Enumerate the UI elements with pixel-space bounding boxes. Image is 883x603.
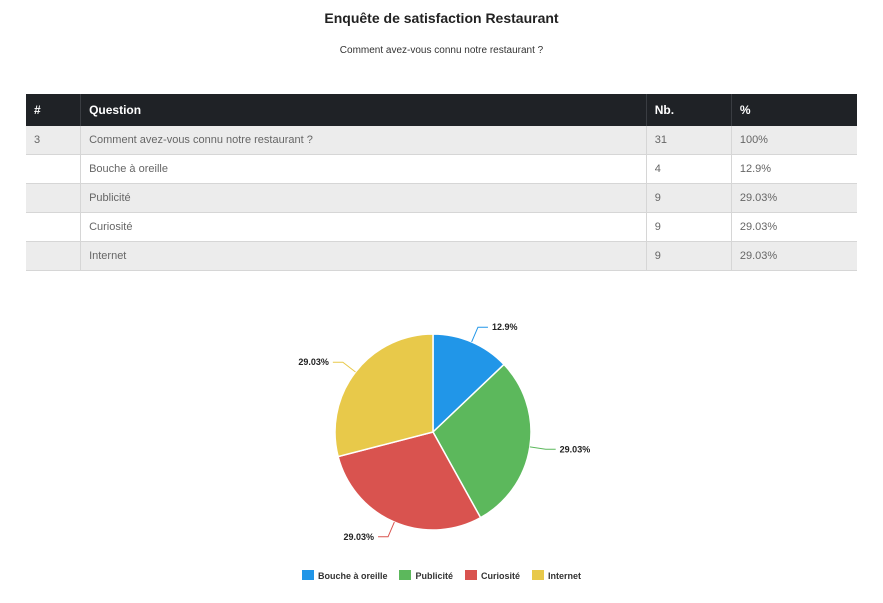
legend-item-3[interactable]: Curiosité: [465, 570, 520, 581]
header-number: #: [26, 94, 82, 126]
pie-data-label-2: 29.03%: [560, 444, 591, 454]
page-subtitle: Comment avez-vous connu notre restaurant…: [339, 45, 544, 56]
cell-count: 9: [646, 212, 732, 242]
table-row: Publicité 9 29.03%: [26, 183, 857, 213]
cell-count: 9: [646, 241, 732, 271]
pie-slice-2: [432, 363, 532, 519]
legend-swatch-1: [301, 570, 314, 580]
table-row: Curiosité 9 29.03%: [26, 212, 857, 242]
pie-data-label-3: 29.03%: [344, 532, 375, 542]
page-title: Enquête de satisfaction Restaurant: [324, 10, 559, 26]
table-header-row: # Question Nb. %: [26, 94, 857, 126]
results-table: # Question Nb. % 3 Comment avez-vous con…: [26, 94, 857, 271]
table-row: 3 Comment avez-vous connu notre restaura…: [26, 126, 857, 155]
legend-label-3: Curiosité: [481, 571, 521, 581]
cell-number: [26, 241, 82, 271]
cell-question: Bouche à oreille: [80, 154, 647, 184]
pie-leader-line-4: [332, 361, 356, 373]
cell-percent: 100%: [731, 126, 857, 155]
pie-leader-line-2: [529, 446, 556, 450]
table-row: Bouche à oreille 4 12.9%: [26, 154, 857, 184]
legend-label-4: Internet: [548, 571, 582, 581]
pie-leader-line-3: [378, 521, 395, 538]
cell-percent: 29.03%: [731, 183, 857, 213]
header-count: Nb.: [646, 94, 732, 126]
cell-question: Publicité: [80, 183, 647, 213]
cell-count: 31: [646, 126, 732, 155]
cell-number: 3: [26, 126, 82, 155]
pie-slice-1: [432, 333, 506, 434]
legend-swatch-3: [465, 570, 477, 580]
pie-data-label-1: 12.9%: [492, 322, 518, 332]
legend-swatch-2: [399, 570, 412, 580]
cell-number: [26, 154, 82, 184]
header-percent: %: [731, 94, 857, 126]
cell-question: Comment avez-vous connu notre restaurant…: [80, 126, 647, 155]
cell-number: [26, 183, 82, 213]
legend-label-1: Bouche à oreille: [317, 571, 388, 581]
cell-number: [26, 212, 82, 242]
pie-data-label-4: 29.03%: [298, 357, 329, 367]
table-row: Internet 9 29.03%: [26, 241, 857, 271]
cell-percent: 29.03%: [731, 212, 857, 242]
legend-swatch-4: [532, 570, 545, 580]
pie-chart: 12.9% 29.03% 29.03% 29.03%: [298, 322, 591, 542]
cell-question: Internet: [80, 241, 647, 271]
cell-percent: 29.03%: [731, 241, 857, 271]
legend-item-1[interactable]: Bouche à oreille: [301, 570, 388, 581]
legend-item-4[interactable]: Internet: [532, 570, 581, 581]
chart-legend: Bouche à oreille Publicité Curiosité Intern…: [0, 570, 883, 581]
header-question: Question: [80, 94, 647, 126]
cell-percent: 12.9%: [731, 154, 857, 184]
legend-label-2: Publicité: [415, 571, 453, 581]
cell-question: Curiosité: [80, 212, 647, 242]
legend-item-2[interactable]: Publicité: [399, 570, 453, 581]
cell-count: 9: [646, 183, 732, 213]
cell-count: 4: [646, 154, 732, 184]
pie-leader-line-1: [471, 326, 488, 343]
